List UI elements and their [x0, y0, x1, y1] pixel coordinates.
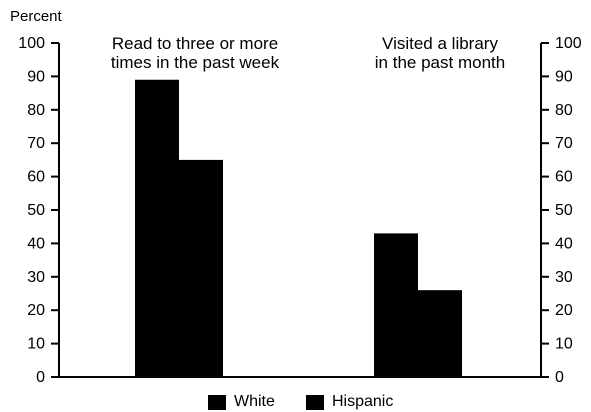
y-tick-label-left: 60: [27, 169, 45, 186]
y-tick-label-right: 80: [555, 102, 573, 119]
category-label-library-line-1: Visited a library: [382, 34, 498, 53]
y-tick-label-left: 80: [27, 102, 45, 119]
category-label-library: Visited a library in the past month: [330, 34, 550, 72]
y-tick-label-left: 10: [27, 336, 45, 353]
y-tick-label-right: 100: [555, 35, 582, 52]
category-label-read: Read to three or more times in the past …: [90, 34, 300, 72]
y-tick-label-right: 60: [555, 169, 573, 186]
legend-label-hispanic: Hispanic: [332, 393, 394, 410]
y-tick-label-left: 100: [18, 35, 45, 52]
bar-white-library: [374, 233, 418, 377]
y-axis-title: Percent: [10, 8, 62, 25]
y-tick-label-right: 20: [555, 302, 573, 319]
category-label-library-line-2: in the past month: [374, 53, 506, 72]
bar-white-read: [135, 79, 179, 378]
bar-hispanic-library: [418, 290, 462, 377]
y-tick-label-right: 70: [555, 135, 573, 152]
legend-item-hispanic: Hispanic: [306, 393, 393, 411]
y-tick-label-right: 40: [555, 235, 573, 252]
y-tick-label-left: 90: [27, 68, 45, 85]
y-tick-label-left: 50: [27, 202, 45, 219]
legend-item-white: White: [208, 393, 275, 411]
y-tick-label-left: 40: [27, 235, 45, 252]
bar-hispanic-read: [179, 159, 223, 377]
legend-swatch-white: [208, 394, 226, 410]
y-tick-label-right: 30: [555, 269, 573, 286]
legend-swatch-hispanic: [306, 394, 324, 410]
y-tick-label-right: 0: [555, 369, 564, 386]
legend-label-white: White: [234, 393, 275, 410]
y-tick-label-right: 90: [555, 68, 573, 85]
y-tick-label-left: 30: [27, 269, 45, 286]
y-tick-label-left: 70: [27, 135, 45, 152]
legend: White Hispanic: [0, 393, 591, 412]
y-tick-label-left: 20: [27, 302, 45, 319]
y-tick-label-right: 10: [555, 336, 573, 353]
y-tick-label-left: 0: [36, 369, 45, 386]
y-tick-label-right: 50: [555, 202, 573, 219]
category-label-read-line-1: Read to three or more: [111, 34, 279, 53]
category-label-read-line-2: times in the past week: [110, 53, 280, 72]
